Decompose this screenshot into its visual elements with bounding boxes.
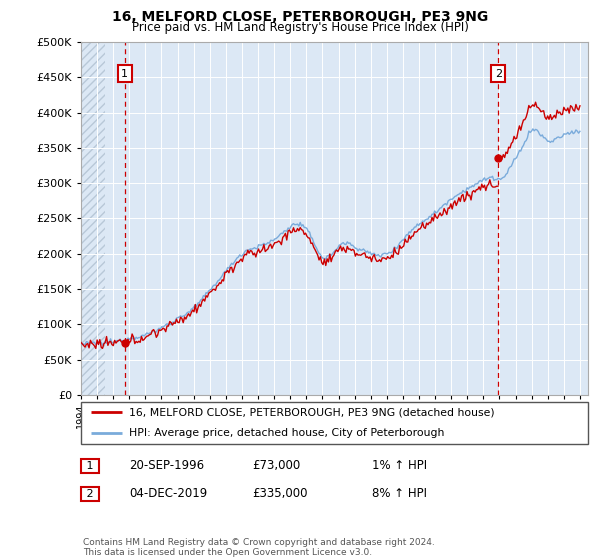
Text: 1: 1 — [121, 69, 128, 79]
Text: HPI: Average price, detached house, City of Peterborough: HPI: Average price, detached house, City… — [129, 428, 445, 438]
Text: 1% ↑ HPI: 1% ↑ HPI — [372, 459, 427, 473]
FancyBboxPatch shape — [81, 402, 588, 444]
Text: 8% ↑ HPI: 8% ↑ HPI — [372, 487, 427, 501]
Text: Price paid vs. HM Land Registry's House Price Index (HPI): Price paid vs. HM Land Registry's House … — [131, 21, 469, 34]
Text: 20-SEP-1996: 20-SEP-1996 — [129, 459, 204, 473]
Text: £73,000: £73,000 — [252, 459, 300, 473]
Text: 2: 2 — [494, 69, 502, 79]
Text: £335,000: £335,000 — [252, 487, 308, 501]
Text: Contains HM Land Registry data © Crown copyright and database right 2024.
This d: Contains HM Land Registry data © Crown c… — [83, 538, 434, 557]
Text: 2: 2 — [83, 489, 97, 499]
Text: 16, MELFORD CLOSE, PETERBOROUGH, PE3 9NG: 16, MELFORD CLOSE, PETERBOROUGH, PE3 9NG — [112, 10, 488, 24]
Text: 04-DEC-2019: 04-DEC-2019 — [129, 487, 207, 501]
Text: 16, MELFORD CLOSE, PETERBOROUGH, PE3 9NG (detached house): 16, MELFORD CLOSE, PETERBOROUGH, PE3 9NG… — [129, 407, 495, 417]
Text: 1: 1 — [83, 461, 97, 471]
